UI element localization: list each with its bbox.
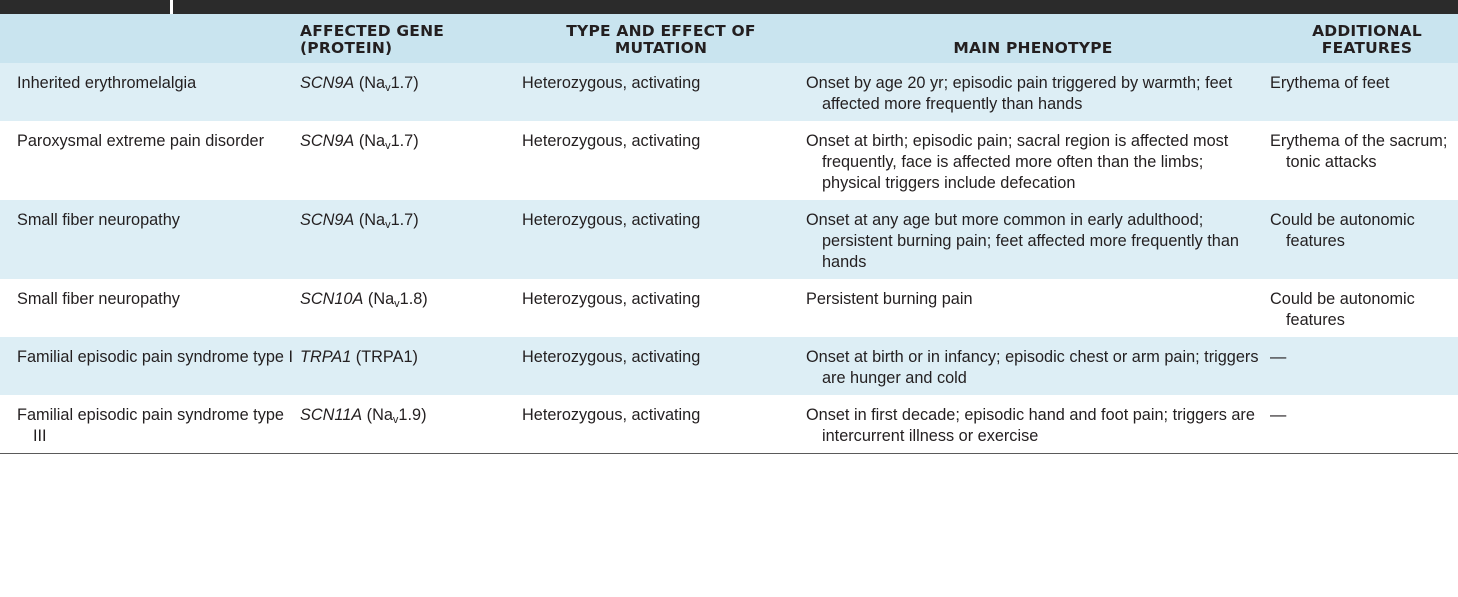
additional-features-text: Could be autonomic features [1270, 211, 1415, 250]
header-affected-gene: AFFECTED GENE (PROTEIN) [300, 14, 522, 63]
header-mutation-type-line-1: TYPE AND EFFECT OF [566, 22, 756, 40]
gene-symbol: SCN9A [300, 74, 355, 92]
main-phenotype-text: Onset at birth or in infancy; episodic c… [806, 348, 1259, 387]
additional-features-cell: Could be autonomic features [1266, 279, 1458, 337]
condition-cell: Inherited erythromelalgia [0, 63, 300, 121]
additional-features-cell: Erythema of the sacrum; tonic attacks [1266, 121, 1458, 200]
additional-features-text: — [1270, 406, 1287, 424]
protein-subscript: v [394, 298, 400, 310]
table-row: Small fiber neuropathy SCN10A (Nav1.8) Het… [0, 279, 1458, 337]
gene-symbol: TRPA1 [300, 348, 352, 366]
condition-cell: Small fiber neuropathy [0, 279, 300, 337]
mutation-type-cell: Heterozygous, activating [522, 74, 701, 92]
protein-subscript: v [385, 82, 391, 94]
affected-gene-cell: TRPA1 (TRPA1) [300, 348, 418, 366]
protein-subscript: v [385, 140, 391, 152]
table-row: Familial episodic pain syndrome type III… [0, 395, 1458, 454]
mutation-type-cell: Heterozygous, activating [522, 348, 701, 366]
affected-gene-cell: SCN9A (Nav1.7) [300, 132, 419, 152]
protein-subscript: v [392, 414, 399, 426]
protein-name: Na [372, 406, 393, 424]
additional-features-text: — [1270, 348, 1287, 366]
header-condition [0, 14, 300, 63]
top-bar [0, 0, 1458, 14]
protein-name: Na [364, 74, 386, 92]
gene-symbol: SCN9A [300, 132, 355, 150]
top-bar-divider [170, 0, 173, 14]
additional-features-text: Could be autonomic features [1270, 290, 1415, 329]
protein-number: 1.7 [390, 132, 414, 150]
table-row: Inherited erythromelalgia SCN9A (Nav1.7) H… [0, 63, 1458, 121]
protein-number: 1.8 [399, 290, 423, 308]
additional-features-text: Erythema of feet [1270, 74, 1390, 92]
table-row: Familial episodic pain syndrome type I TR… [0, 337, 1458, 395]
main-phenotype-cell: Onset at any age but more common in earl… [806, 200, 1266, 279]
condition-text: Familial episodic pain syndrome type I [17, 348, 294, 366]
table-header-row: AFFECTED GENE (PROTEIN) TYPE AND EFFECT … [0, 14, 1458, 63]
protein-number: 1.7 [390, 74, 414, 92]
main-phenotype-cell: Onset in first decade; episodic hand and… [806, 395, 1266, 454]
condition-cell: Familial episodic pain syndrome type III [0, 395, 300, 454]
header-main-phenotype-line-1: MAIN PHENOTYPE [953, 39, 1113, 57]
gene-symbol: SCN9A [300, 211, 355, 229]
condition-cell: Small fiber neuropathy [0, 200, 300, 279]
mutation-type-cell: Heterozygous, activating [522, 132, 701, 150]
mutation-type-cell: Heterozygous, activating [522, 211, 701, 229]
header-main-phenotype: MAIN PHENOTYPE [806, 14, 1266, 63]
main-phenotype-text: Onset at any age but more common in earl… [806, 211, 1239, 271]
table-container: AFFECTED GENE (PROTEIN) TYPE AND EFFECT … [0, 14, 1458, 454]
protein-number: 1.9 [398, 406, 422, 424]
affected-gene-cell: SCN9A (Nav1.7) [300, 74, 419, 94]
gene-symbol: SCN11A [300, 406, 363, 424]
additional-features-cell: — [1266, 395, 1458, 454]
table-body: Inherited erythromelalgia SCN9A (Nav1.7) H… [0, 63, 1458, 454]
pain-disorders-table: AFFECTED GENE (PROTEIN) TYPE AND EFFECT … [0, 14, 1458, 454]
main-phenotype-cell: Onset by age 20 yr; episodic pain trigge… [806, 63, 1266, 121]
header-affected-gene-line-1: AFFECTED GENE [300, 22, 445, 40]
protein-name: TRPA1 [361, 348, 413, 366]
header-mutation-type: TYPE AND EFFECT OF MUTATION [522, 14, 806, 63]
header-additional-features: ADDITIONAL FEATURES [1266, 14, 1458, 63]
condition-text: Paroxysmal extreme pain disorder [17, 132, 265, 150]
additional-features-cell: Erythema of feet [1266, 63, 1458, 121]
additional-features-cell: — [1266, 337, 1458, 395]
table-row: Small fiber neuropathy SCN9A (Nav1.7) Hete… [0, 200, 1458, 279]
gene-symbol: SCN10A [300, 290, 364, 308]
main-phenotype-text: Onset in first decade; episodic hand and… [806, 406, 1255, 445]
mutation-type-cell: Heterozygous, activating [522, 406, 701, 424]
additional-features-cell: Could be autonomic features [1266, 200, 1458, 279]
main-phenotype-text: Onset by age 20 yr; episodic pain trigge… [806, 74, 1233, 113]
protein-subscript: v [385, 219, 391, 231]
affected-gene-cell: SCN11A (Nav1.9) [300, 406, 427, 426]
condition-text: Familial episodic pain syndrome type III [17, 406, 284, 445]
protein-name: Na [364, 132, 386, 150]
header-additional-features-line-1: ADDITIONAL [1312, 22, 1422, 40]
protein-name: Na [373, 290, 395, 308]
main-phenotype-cell: Onset at birth; episodic pain; sacral re… [806, 121, 1266, 200]
main-phenotype-cell: Persistent burning pain [806, 279, 1266, 337]
main-phenotype-text: Persistent burning pain [806, 290, 973, 308]
additional-features-text: Erythema of the sacrum; tonic attacks [1270, 132, 1448, 171]
affected-gene-cell: SCN10A (Nav1.8) [300, 290, 428, 310]
main-phenotype-text: Onset at birth; episodic pain; sacral re… [806, 132, 1229, 192]
condition-text: Inherited erythromelalgia [17, 74, 197, 92]
main-phenotype-cell: Onset at birth or in infancy; episodic c… [806, 337, 1266, 395]
condition-cell: Paroxysmal extreme pain disorder [0, 121, 300, 200]
table-row: Paroxysmal extreme pain disorder SCN9A (N… [0, 121, 1458, 200]
protein-name: Na [364, 211, 386, 229]
protein-number: 1.7 [390, 211, 414, 229]
condition-text: Small fiber neuropathy [17, 290, 180, 308]
condition-text: Small fiber neuropathy [17, 211, 180, 229]
header-affected-gene-line-2: (PROTEIN) [300, 39, 393, 57]
affected-gene-cell: SCN9A (Nav1.7) [300, 211, 419, 231]
condition-cell: Familial episodic pain syndrome type I [0, 337, 300, 395]
mutation-type-cell: Heterozygous, activating [522, 290, 701, 308]
header-additional-features-line-2: FEATURES [1321, 39, 1413, 57]
header-mutation-type-line-2: MUTATION [614, 39, 708, 57]
